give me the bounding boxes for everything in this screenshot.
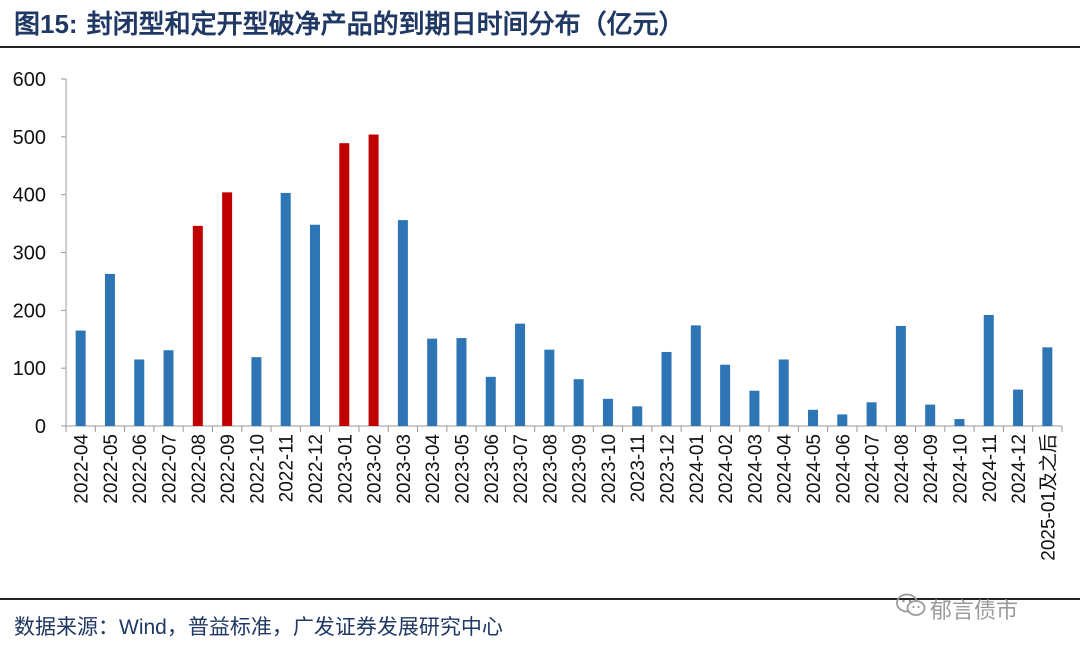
x-tick-label: 2022-04 — [72, 434, 93, 504]
bar — [778, 359, 789, 426]
bar — [1042, 347, 1053, 426]
bar — [280, 192, 291, 426]
bar — [544, 349, 555, 426]
bar — [456, 338, 467, 426]
y-tick-label: 0 — [35, 416, 46, 438]
bar — [310, 224, 320, 426]
bar — [632, 406, 643, 426]
bar — [1013, 389, 1024, 426]
bar — [104, 273, 115, 426]
x-tick-label: 2022-12 — [306, 434, 327, 504]
watermark-text: 郁言债市 — [930, 599, 1019, 624]
x-tick-label: 2024-03 — [745, 434, 766, 504]
y-tick-label: 500 — [13, 127, 46, 149]
x-tick-label: 2024-01 — [687, 434, 708, 504]
x-tick-label: 2022-09 — [218, 434, 239, 504]
bar-chart: 0 100 200 300 400 500 600 2022-04 2022-05 2022-06… — [13, 69, 1063, 561]
bar — [397, 220, 408, 426]
x-tick-label: 2022-11 — [277, 434, 298, 502]
bottom-rule — [0, 598, 1080, 600]
top-rule — [0, 46, 1080, 48]
x-tick-label: 2024-02 — [716, 434, 737, 504]
bar — [720, 364, 731, 426]
y-tick-label: 400 — [13, 185, 46, 207]
x-tick-label: 2025-01及之后 — [1037, 434, 1059, 561]
bar-highlighted — [368, 134, 379, 426]
x-tick-label: 2022-05 — [101, 434, 122, 504]
x-tick-label: 2024-05 — [804, 434, 825, 504]
x-tick-label: 2022-06 — [130, 434, 151, 504]
y-tick-label: 100 — [13, 358, 46, 380]
bar — [485, 376, 496, 426]
figure-title-number: 15: — [40, 9, 78, 39]
x-tick-label: 2023-01 — [335, 434, 356, 504]
bar-highlighted — [222, 192, 233, 426]
y-tick-label: 300 — [13, 243, 46, 265]
x-tick-label: 2023-03 — [394, 434, 415, 504]
wechat-icon — [896, 592, 926, 632]
x-tick-label: 2024-06 — [833, 434, 854, 504]
source-note: 数据来源：Wind，普益标准，广发证券发展研究中心 — [14, 616, 503, 639]
bar — [515, 323, 526, 426]
watermark: 郁言债市 — [896, 592, 1018, 632]
x-tick-label: 2023-08 — [540, 434, 561, 504]
x-tick-label: 2023-10 — [599, 434, 620, 504]
bar — [163, 350, 174, 426]
x-tick-label: 2022-07 — [160, 434, 181, 504]
bar — [690, 325, 701, 426]
x-tick-label: 2024-09 — [921, 434, 942, 504]
bar — [954, 419, 965, 426]
x-tick-label: 2023-02 — [365, 434, 386, 504]
bar — [925, 404, 936, 426]
y-tick-label: 600 — [13, 69, 46, 91]
x-tick-label: 2023-12 — [658, 434, 679, 504]
x-tick-label: 2024-04 — [775, 434, 796, 504]
bar-highlighted — [192, 225, 203, 426]
x-tick-label: 2024-08 — [892, 434, 913, 504]
x-tick-label: 2023-04 — [423, 434, 444, 504]
x-tick-label: 2024-07 — [863, 434, 884, 504]
bar — [75, 330, 86, 426]
x-tick-label: 2023-09 — [570, 434, 591, 504]
bar — [866, 402, 877, 426]
bar — [895, 325, 906, 426]
bar — [134, 359, 145, 426]
bar — [749, 390, 760, 426]
bar — [573, 379, 584, 426]
bar — [837, 414, 848, 426]
x-tick-label: 2022-10 — [247, 434, 268, 504]
x-tick-label: 2023-05 — [452, 434, 473, 504]
x-tick-label: 2023-06 — [482, 434, 503, 504]
figure-title-text: 封闭型和定开型破净产品的到期日时间分布（亿元） — [77, 10, 685, 40]
bar-highlighted — [339, 143, 350, 426]
bar — [983, 314, 994, 426]
figure-title: 图15: 封闭型和定开型破净产品的到期日时间分布（亿元） — [14, 4, 685, 44]
bar — [661, 351, 672, 426]
bar — [427, 338, 438, 426]
bar — [808, 409, 818, 426]
bar — [251, 357, 262, 426]
x-tick-label: 2023-07 — [511, 434, 532, 504]
figure-title-prefix: 图 — [14, 10, 41, 40]
x-tick-label: 2024-10 — [950, 434, 971, 504]
x-tick-label: 2024-12 — [1009, 434, 1030, 504]
x-tick-label: 2022-08 — [189, 434, 210, 504]
bar — [602, 398, 613, 426]
x-tick-label: 2023-11 — [628, 434, 649, 502]
x-tick-label: 2024-11 — [980, 434, 1001, 502]
y-tick-label: 200 — [13, 300, 46, 322]
